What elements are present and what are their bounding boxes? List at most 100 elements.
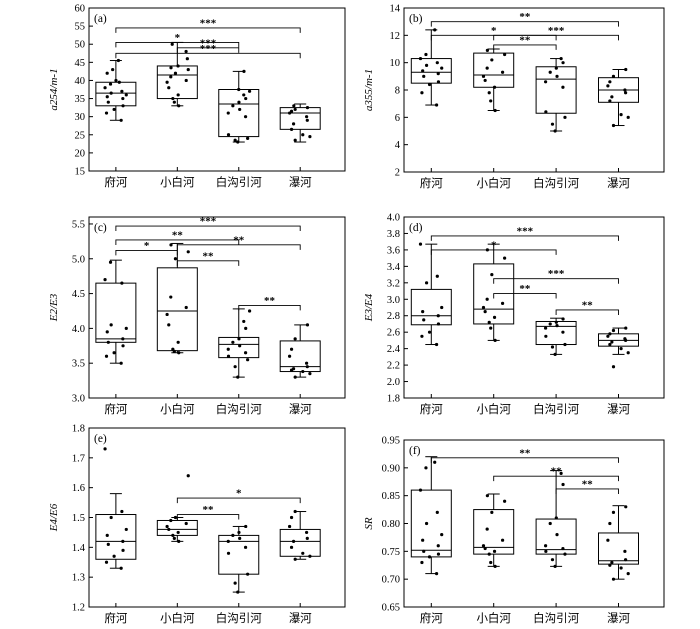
data-point: [289, 109, 294, 113]
panel-1: 15 20 25 30 35 40 45 50 55 60 府河 小白河 白沟引河 瀑河 (a) a254/m…: [48, 4, 346, 189]
data-point: [424, 281, 429, 285]
data-point: [493, 338, 497, 343]
data-point: [186, 67, 190, 72]
data-point: [305, 115, 309, 119]
data-point: [172, 536, 176, 540]
data-point: [503, 499, 507, 503]
x-category-label: 白沟引河: [533, 611, 579, 625]
x-category-label: 瀑河: [607, 612, 630, 625]
bracket-line: [430, 457, 619, 463]
data-point: [555, 74, 559, 78]
data-point: [308, 554, 312, 558]
data-point: [548, 322, 552, 326]
y-tick-label: 10: [390, 58, 401, 69]
iqr-box: [598, 532, 639, 565]
significance-bracket: *: [430, 239, 557, 255]
data-point: [103, 447, 107, 451]
data-point: [104, 560, 109, 564]
data-point: [619, 347, 623, 351]
data-point: [623, 549, 627, 553]
data-point: [116, 58, 121, 63]
axes-frame: [403, 216, 665, 399]
data-point: [121, 337, 125, 341]
data-point: [610, 95, 614, 99]
y-axis-title: a355/m-1: [363, 69, 375, 111]
data-point: [236, 140, 240, 144]
box-2: [156, 242, 198, 355]
data-point: [418, 242, 423, 246]
data-point: [608, 99, 612, 103]
data-point: [554, 320, 558, 324]
data-point: [169, 75, 173, 79]
data-point: [611, 510, 616, 514]
data-point: [422, 549, 426, 553]
data-point: [436, 322, 441, 326]
x-category-label: 白沟引河: [216, 175, 262, 189]
significance-bracket: **: [176, 234, 301, 250]
bracket-line: [238, 304, 301, 311]
data-point: [105, 71, 109, 75]
data-point: [305, 118, 309, 122]
y-tick-label: 1.8: [387, 394, 400, 405]
significance-label: **: [519, 447, 531, 459]
x-category-label: 小白河: [476, 176, 511, 190]
data-point: [608, 563, 612, 567]
data-point: [610, 560, 614, 565]
y-tick-label: 55: [75, 22, 86, 33]
iqr-box: [218, 336, 260, 359]
box-3: [535, 317, 577, 356]
data-point: [106, 542, 110, 546]
data-point: [226, 539, 230, 543]
data-point: [608, 80, 612, 84]
y-tick-label: 3.0: [72, 394, 85, 405]
data-point: [236, 375, 240, 379]
data-point: [433, 28, 437, 32]
box-4: [279, 103, 321, 143]
bracket-line: [115, 52, 301, 59]
data-point: [422, 74, 426, 78]
data-point: [104, 354, 109, 358]
data-point: [238, 107, 242, 112]
significance-bracket: **: [176, 504, 240, 520]
data-point: [483, 78, 487, 83]
data-point: [293, 138, 297, 142]
data-point: [492, 549, 497, 553]
data-point: [243, 115, 248, 119]
iqr-box: [535, 518, 577, 555]
box-3: [218, 524, 260, 594]
y-tick-label: 0.90: [382, 463, 400, 474]
data-point: [492, 85, 497, 89]
box-1: [410, 242, 452, 347]
data-point: [233, 138, 237, 142]
y-tick-label: 2.4: [387, 344, 401, 355]
data-point: [305, 530, 309, 535]
y-tick-label: 25: [75, 130, 86, 141]
data-point: [236, 590, 240, 594]
significance-label: **: [519, 283, 531, 295]
x-category-label: 府河: [104, 175, 127, 189]
x-category-label: 小白河: [160, 402, 195, 416]
data-point: [243, 545, 248, 549]
y-tick-label: 1.7: [72, 453, 85, 464]
data-point: [172, 100, 176, 104]
data-point: [121, 96, 125, 101]
data-point: [427, 555, 432, 559]
y-tick-label: 2: [395, 168, 400, 179]
x-category-label: 小白河: [476, 611, 511, 625]
data-point: [237, 337, 241, 341]
data-point: [293, 337, 297, 341]
y-tick-label: 45: [75, 58, 86, 69]
data-point: [606, 334, 610, 338]
data-point: [293, 375, 297, 379]
data-point: [421, 310, 425, 314]
data-point: [121, 548, 125, 552]
axes-frame: [88, 216, 346, 399]
iqr-box: [535, 66, 577, 114]
panel-4: 1.8 2.0 2.2 2.4 2.6 2.8 3.0 3.2 3.4 3.6 3.8 4.0 府河 小白…: [363, 213, 665, 416]
significance-label: ***: [517, 225, 534, 237]
y-tick-label: 14: [390, 4, 401, 15]
data-point: [226, 111, 230, 115]
box-2: [473, 48, 515, 113]
data-point: [421, 69, 425, 73]
